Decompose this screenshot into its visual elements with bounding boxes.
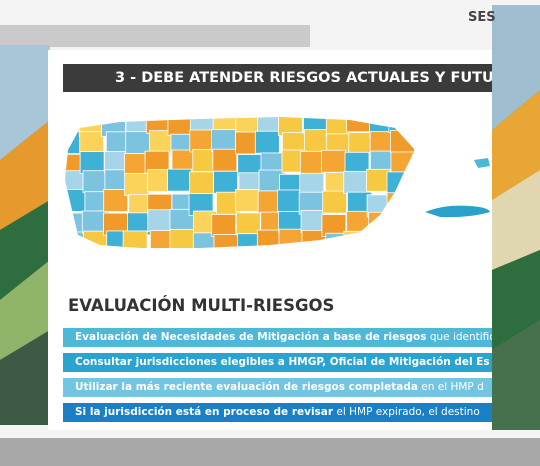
shape <box>492 250 540 350</box>
item-text: que identifica <box>429 331 492 343</box>
municipality <box>277 189 302 213</box>
municipality <box>189 171 215 195</box>
slide-title: 3 - DEBE ATENDER RIESGOS ACTUALES Y FUTU <box>115 70 492 86</box>
municipality <box>81 210 107 234</box>
municipality <box>299 150 325 174</box>
municipality <box>321 149 346 173</box>
municipality <box>79 131 105 155</box>
municipality <box>322 190 348 214</box>
municipality <box>147 209 173 233</box>
item-text: el HMP expirado, el destino <box>333 406 480 418</box>
item: Utilizar la más reciente evaluación de r… <box>63 378 492 397</box>
item: Evaluación de Necesidades de Mitigación … <box>63 328 492 347</box>
municipality <box>211 213 237 237</box>
shape <box>0 120 50 230</box>
blur-bar <box>0 25 310 47</box>
right-strip <box>492 5 540 430</box>
shape <box>492 320 540 430</box>
municipality <box>189 129 215 153</box>
item-bold: Utilizar la más reciente evaluación de r… <box>75 381 418 393</box>
municipality <box>167 168 192 192</box>
corner-text: SES <box>468 10 496 25</box>
municipality <box>235 212 261 236</box>
municipality <box>212 148 238 172</box>
municipality <box>343 170 369 194</box>
shape <box>492 90 540 200</box>
item: Consultar jurisdicciones elegibles a HMG… <box>63 353 492 372</box>
item-bold: Si la jurisdicción está en proceso de re… <box>75 406 334 418</box>
municipality <box>125 131 151 155</box>
item-bold: Consultar jurisdicciones elegibles a HMG… <box>75 356 490 368</box>
left-strip <box>0 45 50 425</box>
municipality <box>213 170 239 194</box>
shape <box>0 45 50 160</box>
municipality <box>300 209 326 233</box>
section-heading: EVALUACIÓN MULTI-RIESGOS <box>68 296 335 315</box>
item-text: en el HMP d <box>417 381 484 393</box>
shape <box>0 260 50 360</box>
shape <box>0 330 50 425</box>
municipality <box>103 189 129 212</box>
item-bold: Evaluación de Necesidades de Mitigación … <box>75 331 427 343</box>
shape <box>492 5 540 130</box>
municipality <box>254 130 280 154</box>
municipality <box>122 230 148 248</box>
municipality <box>235 189 261 212</box>
municipality <box>79 151 105 174</box>
vieques <box>425 205 490 218</box>
shape <box>492 170 540 270</box>
item: Si la jurisdicción está en proceso de re… <box>63 403 492 422</box>
municipality <box>211 129 236 152</box>
municipality <box>304 129 329 153</box>
municipality <box>124 173 150 196</box>
bottom-bar <box>0 438 540 466</box>
title-bar <box>63 64 492 92</box>
map <box>65 117 415 248</box>
culebra <box>474 158 490 168</box>
shape <box>0 200 50 300</box>
